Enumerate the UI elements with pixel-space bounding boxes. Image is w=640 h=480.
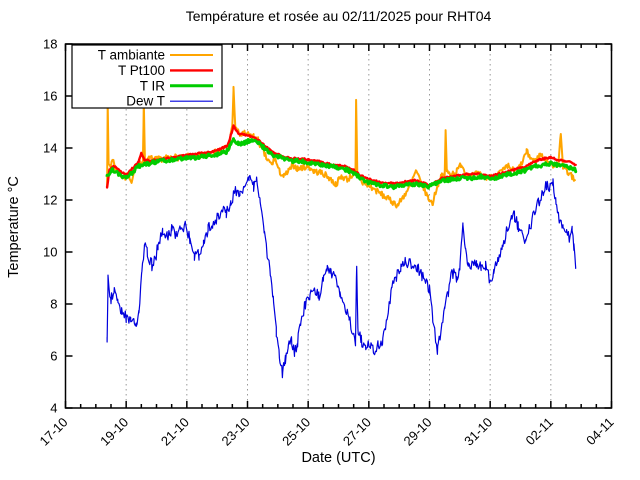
y-tick-label: 10 <box>43 245 57 260</box>
series-group <box>105 85 578 379</box>
x-tick-label: 23-10 <box>219 415 253 449</box>
x-tick-label: 04-11 <box>583 415 616 448</box>
y-tick-label: 14 <box>43 141 57 156</box>
x-tick-label: 29-10 <box>401 415 435 449</box>
x-tick-label: 19-10 <box>97 415 131 449</box>
legend-label: Dew T <box>126 94 165 109</box>
x-tick-label: 31-10 <box>461 415 495 449</box>
y-tick-label: 4 <box>50 401 57 416</box>
series-line-t-ir <box>105 137 578 191</box>
x-axis-title: Date (UTC) <box>301 450 376 466</box>
y-tick-label: 16 <box>43 89 57 104</box>
y-tick-label: 12 <box>43 193 57 208</box>
chart-title: Température et rosée au 02/11/2025 pour … <box>185 8 492 24</box>
y-tick-label: 6 <box>50 349 57 364</box>
legend-label: T ambiante <box>98 48 165 63</box>
y-tick-label: 8 <box>50 297 57 312</box>
y-tick-label: 18 <box>43 37 57 52</box>
x-tick-label: 21-10 <box>158 415 192 449</box>
legend-label: T Pt100 <box>118 63 165 78</box>
series-line-dew-t <box>106 174 577 379</box>
x-tick-label: 17-10 <box>37 415 71 449</box>
x-tick-label: 27-10 <box>340 415 374 449</box>
legend-label: T IR <box>140 78 166 93</box>
plot-border <box>64 43 613 409</box>
x-tick-label: 02-11 <box>523 415 556 448</box>
x-tick-label: 25-10 <box>279 415 313 449</box>
